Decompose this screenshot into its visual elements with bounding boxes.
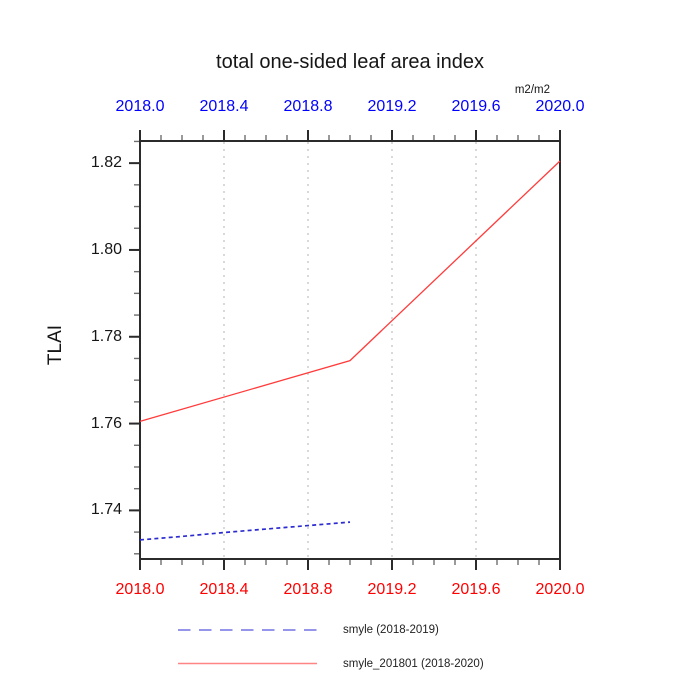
chart-title: total one-sided leaf area index [216,51,484,73]
x-tick-label-bottom: 2019.2 [367,581,417,598]
x-tick-label-top: 2018.0 [115,98,165,115]
x-tick-label-top: 2019.6 [451,98,501,115]
x-tick-label-top: 2018.8 [283,98,333,115]
x-tick-label-bottom: 2018.4 [199,581,249,598]
x-tick-label-bottom: 2019.6 [451,581,501,598]
x-tick-label-bottom: 2018.8 [283,581,333,598]
x-tick-label-bottom: 2020.0 [535,581,585,598]
y-tick-label: 1.76 [90,414,122,432]
y-tick-label: 1.78 [90,327,122,345]
y-tick-label: 1.80 [90,240,122,258]
x-tick-label-bottom: 2018.0 [115,581,165,598]
series-line-1 [139,160,561,423]
series-line-0 [139,521,351,541]
x-tick-label-top: 2019.2 [367,98,417,115]
y-tick-label: 1.82 [90,154,122,172]
units-label: m2/m2 [514,84,550,96]
y-tick-label: 1.74 [90,501,122,519]
x-tick-label-top: 2020.0 [535,98,585,115]
x-tick-label-top: 2018.4 [199,98,249,115]
plot-frame [139,140,561,560]
legend-label-smyle: smyle (2018-2019) [343,624,439,636]
legend-label-smyle-201801: smyle_201801 (2018-2020) [343,657,484,670]
